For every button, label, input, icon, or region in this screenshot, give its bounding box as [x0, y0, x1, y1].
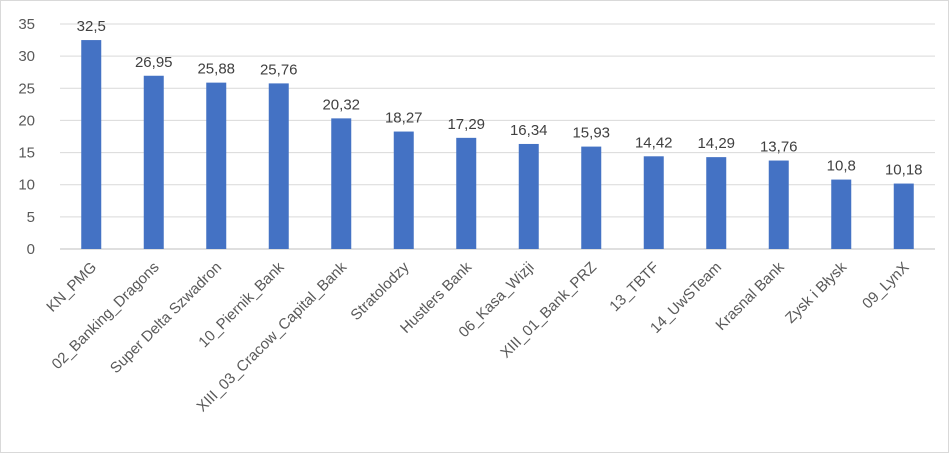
- x-tick-label: Stratolodzy: [347, 258, 412, 323]
- data-label: 14,42: [635, 134, 673, 151]
- data-label: 15,93: [572, 125, 610, 142]
- data-label: 10,18: [885, 162, 923, 179]
- data-label: 10,8: [827, 158, 856, 175]
- bars: [81, 40, 914, 250]
- data-label: 32,5: [77, 18, 106, 35]
- y-tick-label: 20: [18, 112, 35, 129]
- x-tick-label: KN_PMG: [43, 259, 100, 316]
- data-label: 17,29: [447, 116, 485, 133]
- bar: [81, 40, 102, 250]
- bar: [143, 75, 164, 249]
- bar: [206, 82, 227, 249]
- y-tick-label: 30: [18, 48, 35, 65]
- bar: [893, 183, 914, 249]
- bar: [643, 156, 664, 249]
- bar: [268, 83, 289, 250]
- y-axis: 0 5 10 15 20 25 30 35: [18, 16, 35, 258]
- data-label: 14,29: [697, 135, 735, 152]
- y-tick-label: 35: [18, 16, 35, 33]
- y-tick-label: 15: [18, 145, 35, 162]
- data-label: 13,76: [760, 139, 798, 156]
- bar: [393, 131, 414, 249]
- bar: [456, 137, 477, 249]
- data-labels: 32,5 26,95 25,88 25,76 20,32 18,27 17,29 16,34 1…: [77, 18, 923, 178]
- bar: [706, 157, 727, 249]
- y-tick-label: 0: [27, 241, 35, 258]
- x-tick-label: Super Delta Szwadron: [107, 259, 225, 377]
- gridlines: [60, 23, 935, 250]
- data-label: 18,27: [385, 110, 423, 127]
- x-tick-label: Zysk i Błysk: [782, 258, 850, 326]
- x-tick-label: 09_LynX: [859, 259, 913, 313]
- y-tick-label: 10: [18, 177, 35, 194]
- x-tick-label: 02_Banking_Dragons: [49, 259, 163, 373]
- data-label: 20,32: [322, 96, 360, 113]
- bar: [768, 160, 789, 249]
- y-tick-label: 5: [27, 209, 35, 226]
- data-label: 26,95: [135, 54, 173, 71]
- bar: [331, 118, 352, 249]
- bar: [581, 146, 602, 249]
- data-label: 16,34: [510, 122, 548, 139]
- x-tick-label: 13_TBTF: [606, 259, 662, 315]
- data-label: 25,76: [260, 61, 298, 78]
- data-label: 25,88: [197, 61, 235, 78]
- bar: [518, 143, 539, 249]
- bar: [831, 179, 852, 249]
- y-tick-label: 25: [18, 80, 35, 97]
